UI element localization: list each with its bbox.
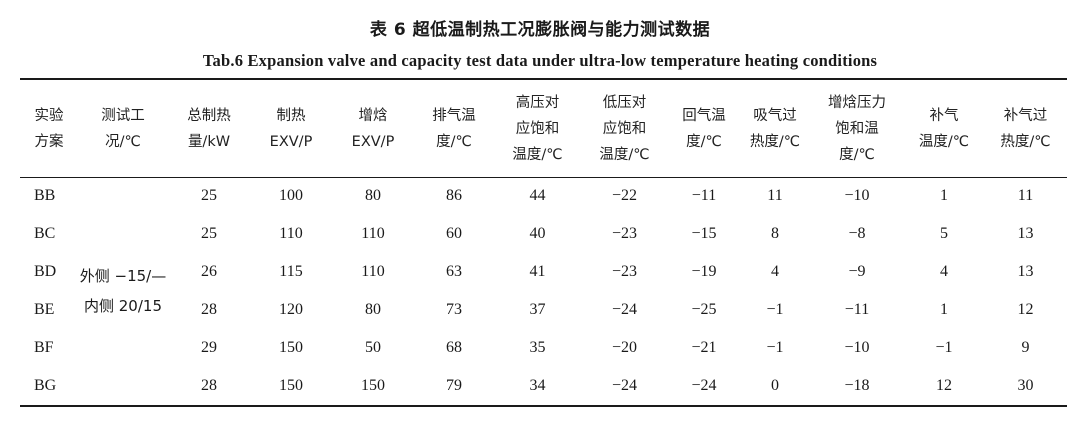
test-condition-cell: 外侧 −15/— 内侧 20/15 bbox=[79, 267, 167, 315]
header-row: 实验 方案 测试工 况/℃ 总制热 量/kW 制热 EXV/P 增焓 EXV/P 排气温度… bbox=[20, 80, 1067, 177]
table-cell: 28 bbox=[201, 301, 217, 318]
table-cell: 9 bbox=[1021, 339, 1030, 356]
table-cell: −21 bbox=[691, 339, 717, 356]
table-cell: −24 bbox=[611, 377, 638, 394]
table-cell: 40 bbox=[529, 225, 546, 242]
table-cell: 28 bbox=[201, 377, 217, 394]
table-cell: −15 bbox=[691, 225, 717, 242]
bottom-rule bbox=[20, 405, 1067, 407]
table-cell: 25 bbox=[201, 187, 217, 204]
table-cell: 120 bbox=[279, 301, 303, 318]
col-header-discharge-temp: 排气温 度/℃ bbox=[432, 107, 476, 150]
table-cell: 5 bbox=[940, 225, 948, 242]
table-cell: 68 bbox=[446, 339, 462, 356]
table-cell: 11 bbox=[1017, 187, 1034, 204]
table-cell: 110 bbox=[361, 225, 385, 242]
table-cell: 29 bbox=[201, 339, 217, 356]
table-row: BD 26 115 110 63 41 −23 −19 4 −9 4 13 bbox=[20, 253, 1067, 291]
table-cell: −24 bbox=[691, 377, 717, 394]
table-cell: −24 bbox=[611, 301, 638, 318]
table-cell: 13 bbox=[1017, 263, 1034, 280]
table-cell: −11 bbox=[844, 301, 870, 318]
table-cell: 37 bbox=[529, 301, 546, 318]
table-cell: −25 bbox=[691, 301, 717, 318]
table-cell: −11 bbox=[691, 187, 717, 204]
table-cell: −23 bbox=[611, 263, 638, 280]
table-row: BB 外侧 −15/— 内侧 20/15 25 100 80 86 44 −22 … bbox=[20, 177, 1067, 315]
table-cell: 1 bbox=[940, 301, 948, 318]
table-cell: 110 bbox=[279, 225, 303, 242]
col-header-low-pressure-sat: 低压对 应饱和 温度/℃ bbox=[599, 94, 650, 163]
table-cell: 13 bbox=[1017, 225, 1034, 242]
table-cell: 4 bbox=[940, 263, 948, 280]
table-cell: 79 bbox=[446, 377, 462, 394]
header-rule bbox=[20, 177, 1067, 178]
col-header-return-gas-temp: 回气温 度/℃ bbox=[682, 107, 726, 150]
table-cell: 12 bbox=[936, 377, 952, 394]
table-cell: 73 bbox=[446, 301, 462, 318]
table-cell: 115 bbox=[279, 263, 303, 280]
col-header-enthalpy-pressure-sat: 增焓压力 饱和温 度/℃ bbox=[828, 94, 886, 163]
scheme-cell: BB bbox=[34, 187, 56, 204]
table-cell: 35 bbox=[529, 339, 546, 356]
table-row: BE 28 120 80 73 37 −24 −25 −1 −11 1 12 bbox=[20, 291, 1067, 329]
table-cell: 110 bbox=[361, 263, 385, 280]
table-cell: −8 bbox=[848, 225, 866, 242]
table-cell: −10 bbox=[844, 187, 870, 204]
table-cell: 86 bbox=[446, 187, 462, 204]
scheme-cell: BD bbox=[34, 263, 57, 280]
table-row: BC 25 110 110 60 40 −23 −15 8 −8 5 13 bbox=[20, 215, 1067, 253]
col-header-enthalpy-exv: 增焓 EXV/P bbox=[351, 107, 395, 150]
col-header-heating-exv: 制热 EXV/P bbox=[269, 107, 313, 150]
table-row: BF 29 150 50 68 35 −20 −21 −1 −10 −1 9 bbox=[20, 329, 1067, 367]
table-cell: 8 bbox=[771, 225, 779, 242]
table-cell: 34 bbox=[529, 377, 546, 394]
scheme-cell: BE bbox=[34, 301, 55, 318]
table-cell: −1 bbox=[766, 301, 784, 318]
scheme-cell: BC bbox=[34, 225, 56, 242]
table-cell: 63 bbox=[446, 263, 462, 280]
table-cell: 11 bbox=[767, 187, 783, 204]
table-cell: −1 bbox=[935, 339, 953, 356]
table-cell: −23 bbox=[611, 225, 638, 242]
table-cell: 4 bbox=[771, 263, 779, 280]
table-cell: −1 bbox=[766, 339, 784, 356]
table-cell: 0 bbox=[771, 377, 779, 394]
table-cell: 60 bbox=[446, 225, 462, 242]
table-cell: −19 bbox=[691, 263, 717, 280]
table-cell: 80 bbox=[365, 187, 381, 204]
table-cell: 41 bbox=[529, 263, 546, 280]
col-header-test-condition: 测试工 况/℃ bbox=[101, 107, 145, 150]
table-cell: 150 bbox=[279, 339, 303, 356]
scheme-cell: BF bbox=[34, 339, 54, 356]
table-cell: 150 bbox=[361, 377, 385, 394]
col-header-scheme: 实验 方案 bbox=[34, 107, 64, 150]
table-title-en: Tab.6 Expansion valve and capacity test … bbox=[202, 51, 878, 70]
table-cell: −22 bbox=[611, 187, 638, 204]
table-cell: −10 bbox=[844, 339, 870, 356]
col-header-total-heating: 总制热 量/kW bbox=[187, 107, 231, 150]
table-cell: 12 bbox=[1017, 301, 1034, 318]
test-data-table: 实验 方案 测试工 况/℃ 总制热 量/kW 制热 EXV/P 增焓 EXV/P 排气温度… bbox=[20, 80, 1067, 405]
table-cell: −18 bbox=[844, 377, 870, 394]
table-cell: −9 bbox=[848, 263, 866, 280]
col-header-high-pressure-sat: 高压对 应饱和 温度/℃ bbox=[512, 94, 563, 163]
table-cell: 150 bbox=[279, 377, 303, 394]
table-row: BG 28 150 150 79 34 −24 −24 0 −18 12 30 bbox=[20, 367, 1067, 405]
scheme-cell: BG bbox=[34, 377, 57, 394]
col-header-injection-temp: 补气 温度/℃ bbox=[918, 107, 970, 150]
col-header-suction-superheat: 吸气过 热度/℃ bbox=[749, 107, 801, 150]
col-header-injection-superheat: 补气过 热度/℃ bbox=[1000, 107, 1051, 150]
table-cell: 50 bbox=[365, 339, 381, 356]
table-cell: 30 bbox=[1017, 377, 1034, 394]
table-cell: 1 bbox=[940, 187, 948, 204]
table-cell: 26 bbox=[201, 263, 217, 280]
table-cell: 25 bbox=[201, 225, 217, 242]
table-cell: 100 bbox=[279, 187, 303, 204]
table-cell: 80 bbox=[365, 301, 381, 318]
top-rule bbox=[20, 78, 1067, 80]
table-title-cn: 表 6 超低温制热工况膨胀阀与能力测试数据 bbox=[369, 20, 711, 40]
table-cell: 44 bbox=[529, 187, 546, 204]
table-cell: −20 bbox=[611, 339, 638, 356]
